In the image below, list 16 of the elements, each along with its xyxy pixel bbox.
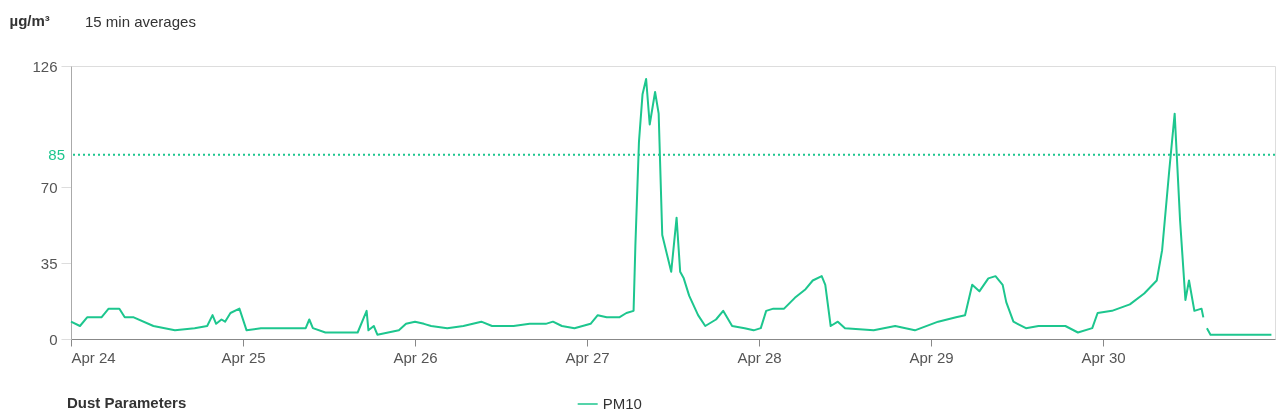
y-axis-title: µg/m³	[9, 11, 50, 29]
x-tick-label: Apr 29	[909, 348, 954, 366]
y-tick-label: 126	[32, 57, 58, 75]
text: Dust Parameters	[67, 394, 187, 411]
y-tick-label: 70	[40, 178, 58, 196]
x-tick-label: Apr 24	[71, 348, 116, 366]
x-tick-label: Apr 28	[737, 348, 782, 366]
ref-line-label: 85	[48, 145, 65, 163]
y-tick-label: 35	[40, 254, 58, 272]
legend-label: PM10	[602, 395, 642, 412]
y-tick-label: 0	[49, 330, 58, 348]
x-tick-label: Apr 30	[1081, 348, 1126, 366]
text: 15 min averages	[85, 13, 196, 30]
x-tick-label: Apr 26	[393, 348, 438, 366]
x-tick-label: Apr 25	[221, 348, 266, 366]
x-tick-label: Apr 27	[565, 348, 610, 366]
